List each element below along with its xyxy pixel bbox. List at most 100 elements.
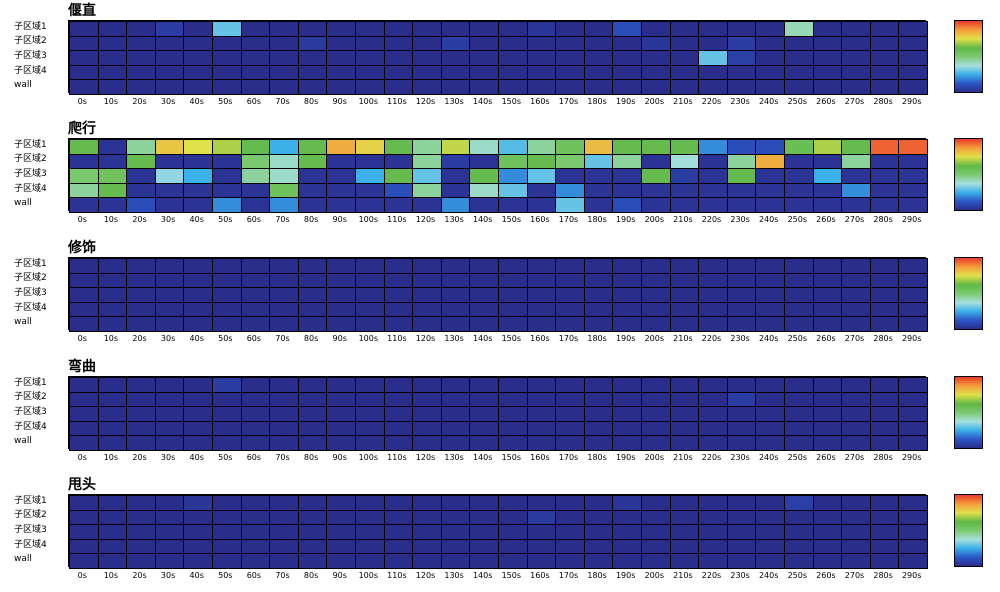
heatmap-cell [898, 50, 928, 66]
heatmap-cell [641, 79, 671, 95]
heatmap-cell [412, 435, 442, 451]
heatmap-cell [669, 197, 700, 213]
x-tick-label: 280s [873, 453, 893, 462]
heatmap-cell [755, 139, 785, 155]
x-tick-label: 90s [332, 453, 347, 462]
heatmap-cell [326, 139, 356, 155]
heatmap-cell [726, 153, 757, 170]
heatmap-cell [240, 524, 271, 540]
x-tick-label: 180s [587, 334, 607, 343]
heatmap-cell [240, 553, 271, 569]
heatmap-cell [726, 21, 757, 37]
heatmap-cell [526, 197, 557, 213]
heatmap-panel: 修饰 子区域1 子区域2 子区域3 子区域4 wall 0s 10s 20s 30s 40s 50s 6… [0, 237, 1000, 355]
heatmap-cell [126, 139, 156, 155]
heatmap-grid [68, 257, 928, 332]
x-tick-label: 120s [415, 453, 436, 462]
heatmap-cell [869, 524, 900, 540]
heatmap-cell [612, 287, 642, 303]
heatmap-cell [355, 50, 385, 66]
heatmap-cell [669, 524, 700, 540]
heatmap-cell [784, 79, 814, 95]
heatmap-cell [841, 301, 871, 318]
heatmap-cell [841, 287, 871, 303]
heatmap-cell [383, 168, 414, 184]
heatmap-cell [469, 182, 499, 199]
heatmap-cell [355, 509, 385, 526]
row-label: 子区域3 [14, 288, 47, 298]
heatmap-cell [755, 197, 785, 213]
heatmap-cell [355, 64, 385, 81]
heatmap-cell [412, 197, 442, 213]
heatmap-cell [269, 495, 299, 511]
heatmap-cell [183, 35, 213, 52]
heatmap-cell [440, 139, 471, 155]
heatmap-cell [841, 21, 871, 37]
heatmap-cell [612, 377, 642, 393]
heatmap-cell [726, 197, 757, 213]
colorbar [954, 494, 983, 567]
heatmap-cell [498, 258, 528, 274]
x-tick-label: 210s [673, 334, 693, 343]
x-tick-label: 100s [358, 215, 379, 224]
heatmap-cell [583, 197, 614, 213]
heatmap-cell [841, 50, 871, 66]
heatmap-cell [869, 316, 900, 332]
x-tick-label: 200s [644, 334, 665, 343]
heatmap-cell [69, 168, 99, 184]
x-tick-label: 260s [816, 453, 836, 462]
heatmap-cell [126, 153, 156, 170]
heatmap-cell [898, 168, 928, 184]
heatmap-cell [755, 509, 785, 526]
heatmap-cell [469, 538, 499, 555]
heatmap-cell [297, 197, 328, 213]
heatmap-cell [784, 301, 814, 318]
heatmap-cell [669, 420, 700, 437]
heatmap-cell [698, 435, 728, 451]
heatmap-cell [469, 435, 499, 451]
x-tick-label: 40s [189, 571, 204, 580]
heatmap-cell [269, 64, 299, 81]
heatmap-cell [812, 35, 843, 52]
heatmap-cell [126, 553, 156, 569]
heatmap-cell [440, 301, 471, 318]
x-tick-label: 220s [701, 215, 722, 224]
heatmap-cell [698, 139, 728, 155]
heatmap-cell [841, 391, 871, 408]
heatmap-cell [898, 258, 928, 274]
heatmap-cell [297, 35, 328, 52]
heatmap-cell [555, 79, 585, 95]
heatmap-panel: 甩头 子区域1 子区域2 子区域3 子区域4 wall 0s 10s 20s 30s 40s 50s 6… [0, 474, 1000, 592]
x-tick-label: 170s [558, 453, 579, 462]
heatmap-cell [69, 420, 99, 437]
heatmap-cell [326, 420, 356, 437]
heatmap-cell [641, 377, 671, 393]
heatmap-cell [698, 168, 728, 184]
heatmap-cell [355, 377, 385, 393]
heatmap-cell [869, 509, 900, 526]
x-tick-label: 20s [132, 453, 147, 462]
heatmap-cell [726, 301, 757, 318]
heatmap-cell [755, 50, 785, 66]
heatmap-cell [355, 168, 385, 184]
heatmap-cell [812, 168, 843, 184]
heatmap-cell [641, 182, 671, 199]
heatmap-cell [583, 79, 614, 95]
x-tick-label: 230s [730, 453, 750, 462]
x-tick-label: 110s [387, 97, 407, 106]
heatmap-cell [698, 495, 728, 511]
heatmap-cell [412, 79, 442, 95]
heatmap-cell [641, 197, 671, 213]
heatmap-cell [755, 524, 785, 540]
colorbar [954, 257, 983, 330]
x-tick-label: 240s [758, 215, 779, 224]
heatmap-cell [869, 553, 900, 569]
x-tick-label: 270s [844, 571, 865, 580]
x-tick-label: 110s [387, 215, 407, 224]
heatmap-cell [498, 420, 528, 437]
x-tick-label: 180s [587, 453, 607, 462]
heatmap-cell [154, 139, 185, 155]
heatmap-cell [641, 64, 671, 81]
heatmap-cell [869, 168, 900, 184]
heatmap-cell [669, 435, 700, 451]
